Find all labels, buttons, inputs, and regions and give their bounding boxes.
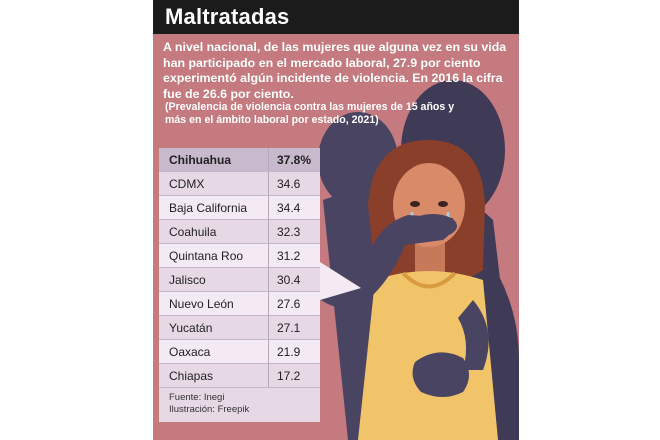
table-row: Quintana Roo 31.2 (159, 244, 320, 268)
prevalence-table: Chihuahua 37.8% CDMX 34.6 Baja Californi… (159, 148, 320, 422)
state-name: Jalisco (159, 268, 269, 291)
table-row: Jalisco 30.4 (159, 268, 320, 292)
state-name: Oaxaca (159, 340, 269, 363)
state-name: Baja California (159, 196, 269, 219)
woman-collar (401, 271, 457, 289)
state-name: Yucatán (159, 316, 269, 339)
state-value: 34.4 (277, 200, 301, 215)
table-note: (Prevalencia de violencia contra las muj… (165, 101, 455, 126)
state-value: 32.3 (277, 224, 301, 239)
state-value: 17.2 (277, 368, 301, 383)
state-name: Chiapas (159, 364, 269, 387)
table-row: Oaxaca 21.9 (159, 340, 320, 364)
table-row: Yucatán 27.1 (159, 316, 320, 340)
illustration-credit: Ilustración: Freepik (169, 404, 250, 415)
table-pointer (320, 262, 361, 300)
table-row: Chihuahua 37.8% (159, 148, 320, 172)
table-row: CDMX 34.6 (159, 172, 320, 196)
aggressor-arm-chest (458, 300, 489, 370)
state-name: Quintana Roo (159, 244, 269, 267)
state-name: Chihuahua (159, 148, 269, 171)
title-bar: Maltratadas (153, 0, 519, 34)
state-value: 37.8% (277, 152, 312, 167)
woman-eye-left (410, 201, 420, 207)
infographic-panel: Maltratadas A nivel nacional, de las muj… (153, 0, 519, 440)
state-value: 21.9 (277, 344, 301, 359)
state-value: 31.2 (277, 248, 301, 263)
woman-eye-right (438, 201, 448, 207)
aggressor-hand-mouth (409, 214, 457, 238)
state-name: CDMX (159, 172, 269, 195)
page-title: Maltratadas (165, 4, 290, 29)
credits: Fuente: Inegi Ilustración: Freepik (159, 388, 320, 422)
source-credit: Fuente: Inegi (169, 392, 225, 403)
intro-text: A nivel nacional, de las mujeres que alg… (163, 40, 507, 101)
table-row: Chiapas 17.2 (159, 364, 320, 388)
state-value: 34.6 (277, 176, 301, 191)
table-row: Nuevo León 27.6 (159, 292, 320, 316)
aggressor-hand-chest (412, 352, 469, 397)
state-value: 27.1 (277, 320, 301, 335)
state-name: Nuevo León (159, 292, 269, 315)
state-value: 30.4 (277, 272, 301, 287)
table-row: Coahuila 32.3 (159, 220, 320, 244)
state-value: 27.6 (277, 296, 301, 311)
state-name: Coahuila (159, 220, 269, 243)
table-row: Baja California 34.4 (159, 196, 320, 220)
woman-violence-illustration (318, 80, 519, 440)
